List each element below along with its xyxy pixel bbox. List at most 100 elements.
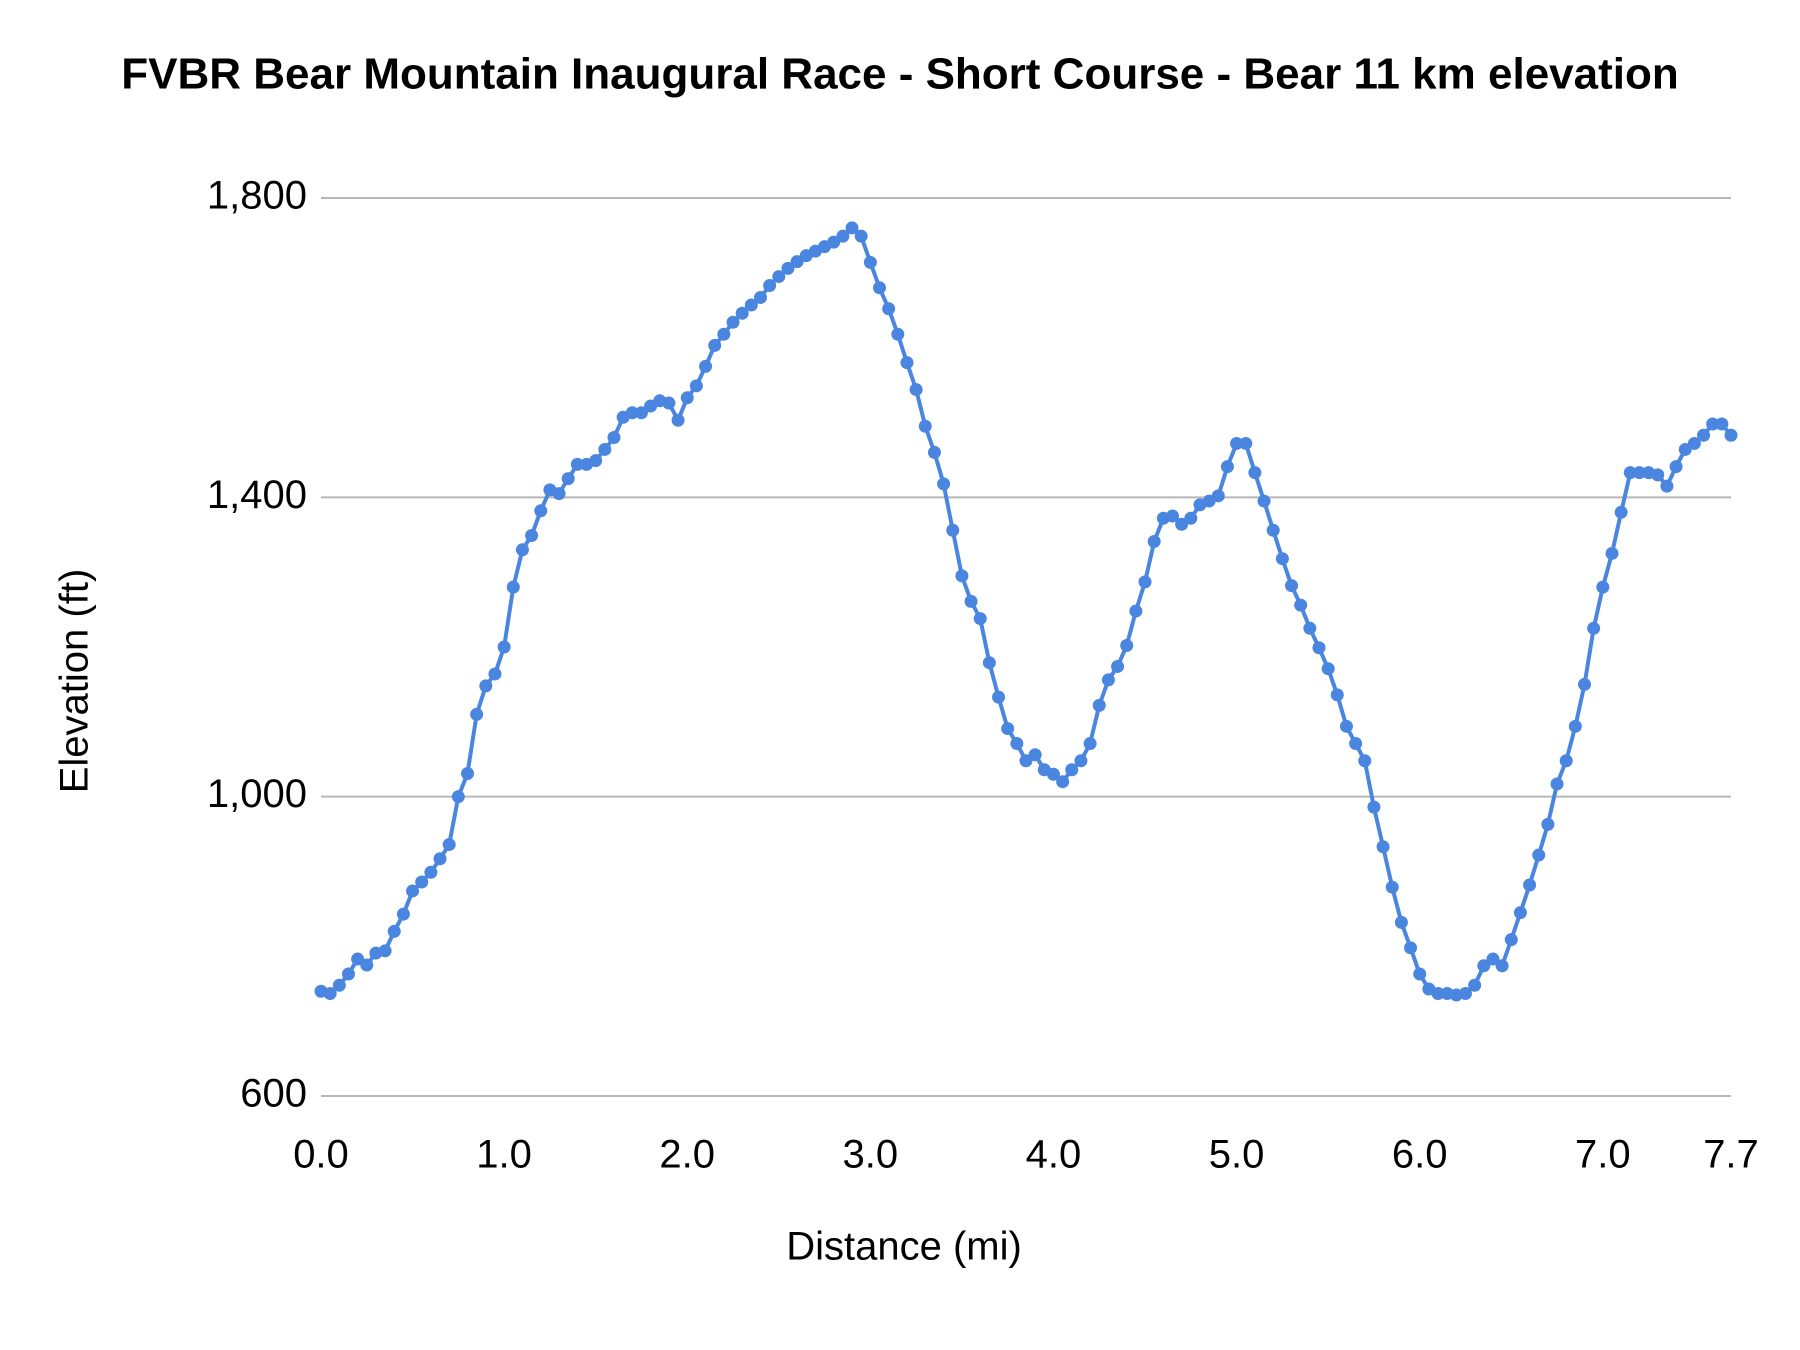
data-point (790, 255, 804, 269)
data-point (460, 766, 474, 780)
data-point (1376, 840, 1390, 854)
data-point (1303, 621, 1317, 635)
data-point (1413, 967, 1427, 981)
data-point (1715, 417, 1729, 431)
data-point (1504, 933, 1518, 947)
x-tick-label: 2.0 (659, 1133, 715, 1177)
data-point (451, 790, 465, 804)
data-point (351, 952, 365, 966)
data-point (415, 875, 429, 889)
y-tick-label: 600 (240, 1072, 307, 1116)
data-point (1257, 494, 1271, 508)
x-tick-label: 1.0 (476, 1133, 532, 1177)
data-point (1632, 466, 1646, 480)
data-point (1001, 722, 1015, 736)
data-point (1678, 442, 1692, 456)
x-tick-label: 7.0 (1575, 1133, 1631, 1177)
data-point (671, 413, 685, 427)
data-point (497, 640, 511, 654)
data-point (332, 978, 346, 992)
data-point (1339, 719, 1353, 733)
data-point (1623, 466, 1637, 480)
data-point (1495, 959, 1509, 973)
data-point (836, 229, 850, 243)
data-point (992, 690, 1006, 704)
data-point (1431, 986, 1445, 1000)
data-point (735, 306, 749, 320)
data-point (909, 383, 923, 397)
data-point (863, 255, 877, 269)
data-point (1596, 580, 1610, 594)
data-point (1230, 436, 1244, 450)
y-axis-title: Elevation (ft) (53, 569, 97, 794)
data-point (927, 445, 941, 459)
data-point (1120, 639, 1134, 653)
data-point (1541, 817, 1555, 831)
data-point (506, 580, 520, 594)
data-point (1669, 460, 1683, 474)
data-point (1550, 777, 1564, 791)
data-point (323, 986, 337, 1000)
x-tick-label: 6.0 (1392, 1133, 1448, 1177)
data-point (488, 667, 502, 681)
data-point (763, 279, 777, 293)
data-point (1486, 952, 1500, 966)
data-point (1028, 748, 1042, 762)
data-point (470, 707, 484, 721)
data-point (708, 338, 722, 352)
data-point (753, 291, 767, 305)
data-point (1129, 604, 1143, 618)
data-point (1468, 978, 1482, 992)
data-point (1687, 436, 1701, 450)
y-tick-label: 1,800 (207, 174, 307, 218)
data-point (781, 261, 795, 275)
data-point (1074, 754, 1088, 768)
chart-title: FVBR Bear Mountain Inaugural Race - Shor… (121, 50, 1679, 99)
data-point (1211, 489, 1225, 503)
data-point (1275, 552, 1289, 566)
data-point (1587, 621, 1601, 635)
data-point (396, 907, 410, 921)
data-point (1523, 878, 1537, 892)
data-point (1092, 698, 1106, 712)
data-point (1706, 417, 1720, 431)
x-tick-label: 7.7 (1703, 1133, 1759, 1177)
data-point (1266, 523, 1280, 537)
data-point (1138, 575, 1152, 589)
data-point (1660, 479, 1674, 493)
data-point (1065, 763, 1079, 777)
data-point (689, 379, 703, 393)
data-point (1614, 505, 1628, 519)
data-point (1165, 509, 1179, 523)
data-point (1559, 754, 1573, 768)
data-point (625, 406, 639, 420)
data-point (1404, 941, 1418, 955)
data-point (854, 229, 868, 243)
data-point (1294, 598, 1308, 612)
data-point (845, 221, 859, 235)
data-point (387, 924, 401, 938)
data-point (1083, 737, 1097, 751)
data-point (442, 838, 456, 852)
data-point (680, 391, 694, 405)
data-point (1101, 673, 1115, 687)
data-point (699, 359, 713, 373)
data-point (406, 884, 420, 898)
x-tick-label: 3.0 (843, 1133, 899, 1177)
data-point (378, 944, 392, 958)
y-tick-label: 1,000 (207, 772, 307, 816)
data-point (1175, 517, 1189, 531)
data-point (1349, 737, 1363, 751)
data-point (1477, 959, 1491, 973)
data-point (479, 679, 493, 693)
data-point (1568, 719, 1582, 733)
data-point (1220, 460, 1234, 474)
data-point (1394, 915, 1408, 929)
data-point (515, 543, 529, 557)
data-point (360, 958, 374, 972)
data-point (1532, 848, 1546, 862)
data-point (561, 472, 575, 486)
data-point (1385, 880, 1399, 894)
data-point (424, 865, 438, 879)
data-point (918, 419, 932, 433)
